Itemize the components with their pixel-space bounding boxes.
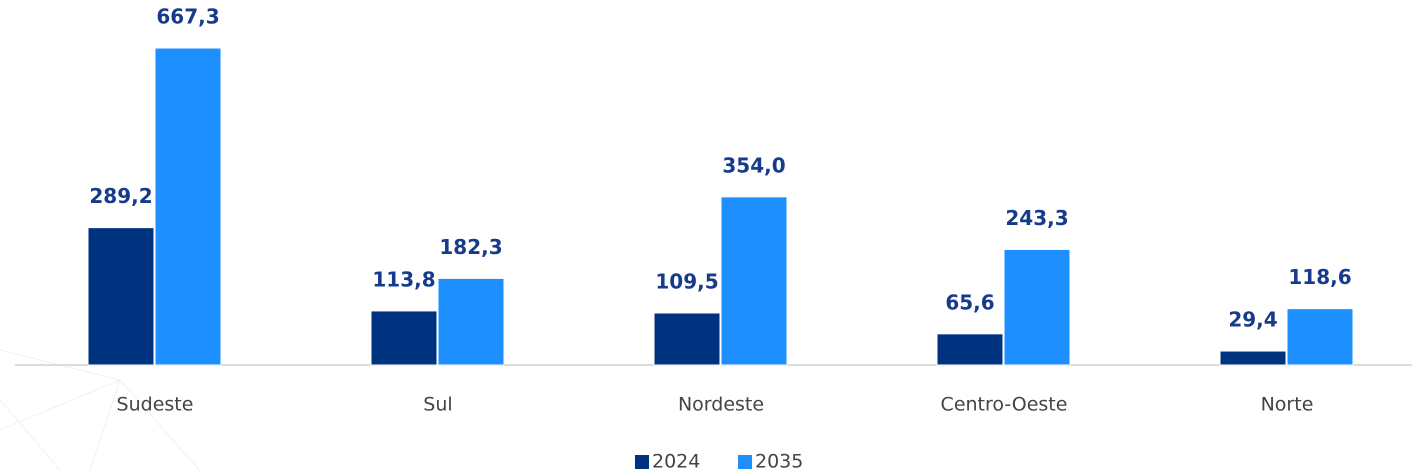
data-label: 667,3 xyxy=(156,5,219,29)
legend-label: 2024 xyxy=(652,451,700,471)
x-tick-label: Norte xyxy=(1261,394,1314,416)
bar xyxy=(154,47,222,366)
bar xyxy=(437,277,505,366)
bar xyxy=(1286,308,1354,366)
x-tick-label: Sul xyxy=(423,394,452,416)
data-label: 182,3 xyxy=(439,235,502,259)
bar xyxy=(1219,350,1287,366)
bar xyxy=(936,333,1004,366)
data-label: 354,0 xyxy=(722,153,785,177)
legend-label: 2035 xyxy=(755,451,803,471)
data-label: 118,6 xyxy=(1288,265,1351,289)
data-label: 65,6 xyxy=(945,290,994,314)
legend-swatch xyxy=(635,455,649,469)
x-tick-label: Sudeste xyxy=(117,394,194,416)
background-decoration xyxy=(0,349,201,471)
data-label: 109,5 xyxy=(655,269,718,293)
x-tick-label: Centro-Oeste xyxy=(941,394,1068,416)
data-label: 243,3 xyxy=(1005,206,1068,230)
data-label: 29,4 xyxy=(1228,308,1277,332)
bar xyxy=(1003,248,1071,366)
data-label: 289,2 xyxy=(89,184,152,208)
legend-swatch xyxy=(738,455,752,469)
data-label: 113,8 xyxy=(372,267,435,291)
bar xyxy=(87,227,155,366)
bar xyxy=(720,196,788,366)
bar xyxy=(653,312,721,366)
bar xyxy=(370,310,438,366)
x-tick-label: Nordeste xyxy=(678,394,764,416)
